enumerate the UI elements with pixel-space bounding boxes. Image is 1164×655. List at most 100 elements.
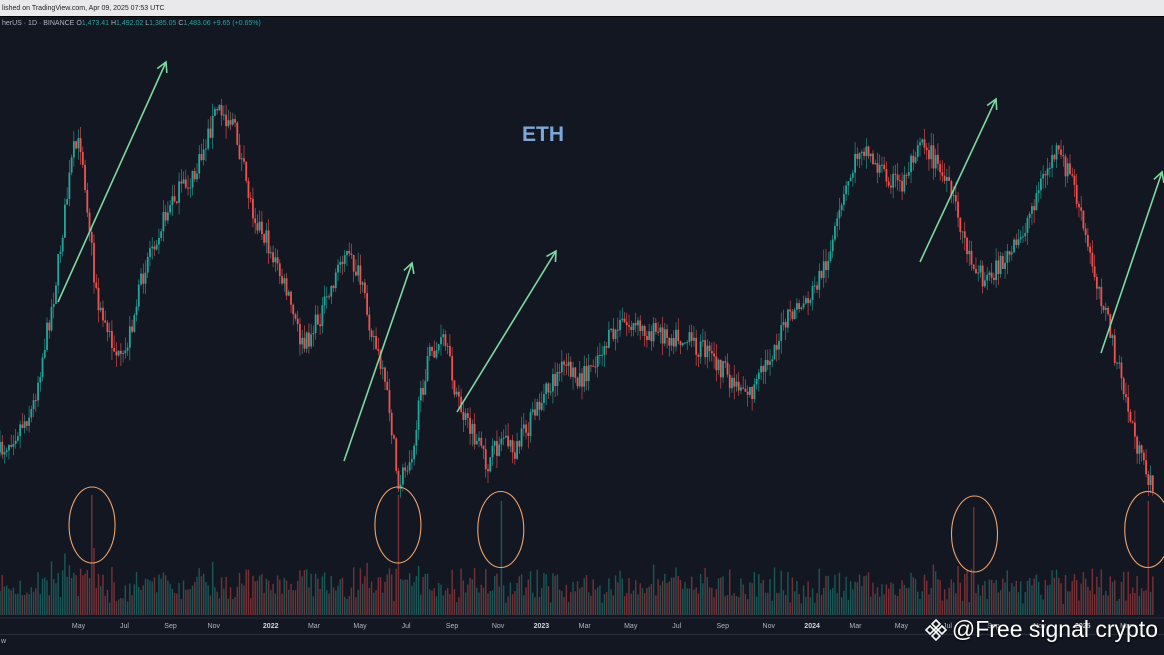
volume-bar: [216, 591, 218, 615]
volume-bar: [1028, 578, 1031, 615]
candle-body: [1129, 411, 1132, 422]
candle-body: [480, 437, 483, 446]
volume-bar: [97, 573, 100, 615]
candle-body: [455, 391, 458, 395]
low-value: 1,385.05: [149, 20, 177, 27]
candle-body: [207, 128, 210, 149]
candle-body: [166, 212, 169, 221]
volume-bar: [733, 593, 735, 615]
candle-body: [1044, 174, 1047, 176]
volume-bar: [317, 578, 319, 615]
x-axis-tick-label: May: [895, 623, 909, 630]
x-axis-tick-label: Mar: [849, 623, 862, 630]
x-axis-tick-label: Jul: [672, 623, 681, 630]
volume-bar: [914, 579, 917, 615]
candle-body: [605, 346, 608, 348]
candle-body: [522, 424, 525, 429]
volume-bar: [377, 577, 379, 615]
volume-bar: [1123, 571, 1125, 615]
volume-bar: [1138, 595, 1141, 615]
volume-bar: [814, 602, 816, 615]
volume-bar: [471, 579, 474, 615]
candle-body: [1145, 460, 1147, 475]
price-chart[interactable]: ETH May Jul Sep Nov 2022 Mar May Jul Sep Nov 2023 Ma…: [0, 17, 1164, 634]
close-value: 1,483.06: [183, 20, 211, 27]
volume-bar: [1004, 582, 1006, 615]
candle-body: [708, 345, 711, 352]
candle-body: [865, 146, 868, 157]
candle-body: [334, 272, 337, 289]
volume-bar: [961, 601, 964, 615]
candle-body: [408, 462, 411, 471]
volume-bar: [1031, 585, 1033, 615]
candle-body: [431, 346, 433, 352]
volume-bar: [527, 579, 529, 615]
candle-body: [706, 345, 709, 358]
x-axis-tick-label: Mar: [308, 623, 321, 630]
volume-bar: [1020, 581, 1022, 615]
candle-body: [1055, 145, 1058, 160]
volume-bar: [258, 575, 261, 615]
volume-bar: [245, 569, 247, 615]
eth-annotation: ETH: [522, 123, 564, 146]
volume-bar: [596, 587, 599, 615]
candle-body: [719, 359, 722, 378]
candle-body: [478, 437, 480, 441]
volume-bar: [328, 593, 330, 615]
volume-bar: [966, 569, 968, 615]
volume-bar: [970, 568, 973, 615]
candle-body: [590, 365, 592, 367]
volume-bar: [124, 585, 127, 615]
candle-body: [583, 366, 586, 387]
candle-body: [211, 115, 214, 138]
volume-bar: [755, 596, 758, 615]
volume-bar: [811, 588, 814, 615]
volume-bar: [659, 585, 662, 615]
candle-body: [872, 153, 874, 165]
candle-body: [1107, 307, 1109, 315]
volume-bar: [776, 592, 778, 615]
candle-body: [536, 401, 539, 416]
candle-body: [384, 367, 386, 382]
candle-body: [218, 104, 221, 111]
volume-bar: [832, 587, 834, 615]
volume-bar: [952, 582, 955, 615]
volume-bar: [583, 578, 585, 615]
volume-bar: [720, 577, 722, 615]
volume-bar: [458, 597, 460, 615]
candle-body: [388, 390, 391, 413]
volume-bar: [272, 583, 274, 615]
x-axis-tick-label: 2025: [1075, 623, 1091, 630]
candle-body: [849, 177, 852, 182]
candle-body: [728, 374, 731, 389]
volume-bar: [603, 593, 606, 615]
volume-bar: [14, 593, 17, 615]
volume-bar: [1089, 590, 1091, 615]
volume-bar: [214, 587, 216, 615]
volume-bar: [46, 580, 48, 615]
volume-bar: [655, 595, 657, 615]
candle-body: [10, 445, 13, 447]
candle-body: [1008, 251, 1011, 255]
candle-body: [323, 296, 326, 306]
volume-bar: [270, 590, 272, 615]
candle-body: [395, 438, 398, 471]
volume-bar: [749, 582, 751, 615]
volume-bar: [142, 585, 144, 615]
candle-body: [86, 189, 89, 213]
volume-bar: [1049, 584, 1051, 615]
volume-bar: [1055, 569, 1058, 615]
volume-bar: [711, 587, 713, 615]
volume-bar: [693, 589, 695, 615]
candle-body: [303, 337, 306, 349]
candle-body: [108, 330, 111, 332]
candle-body: [1111, 335, 1114, 338]
candle-body: [1026, 217, 1029, 233]
candle-body: [258, 221, 261, 231]
candle-body: [381, 367, 384, 369]
candle-body: [372, 335, 375, 338]
candle-body: [419, 387, 422, 401]
candle-body: [686, 342, 689, 344]
candle-body: [3, 452, 6, 455]
volume-bar: [35, 588, 37, 615]
